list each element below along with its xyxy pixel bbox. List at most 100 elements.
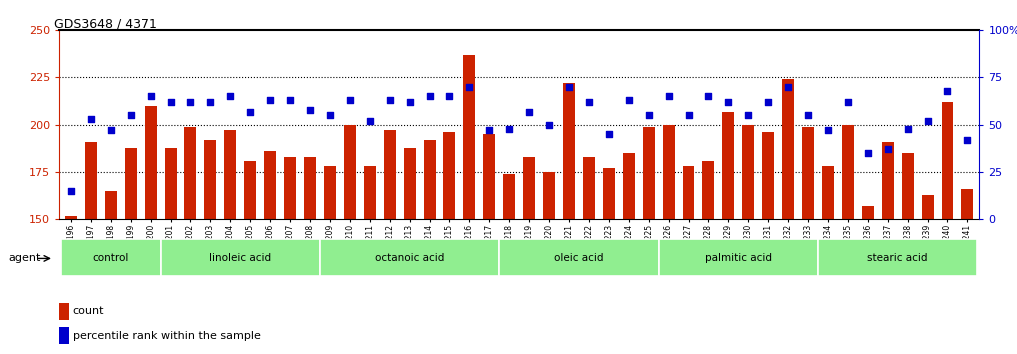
Point [840, 99, 856, 105]
Point [441, 93, 458, 99]
Bar [643, 127, 655, 354]
Point [282, 97, 298, 103]
Point [680, 113, 697, 118]
Point [899, 126, 915, 131]
Bar [663, 125, 674, 354]
Bar [184, 127, 196, 354]
Bar [204, 140, 217, 354]
FancyBboxPatch shape [161, 239, 320, 276]
Point [919, 118, 936, 124]
Point [381, 97, 398, 103]
Point [541, 122, 557, 127]
Point [202, 99, 219, 105]
Bar [921, 195, 934, 354]
Text: count: count [73, 306, 104, 316]
Point [302, 107, 318, 113]
Point [342, 97, 358, 103]
FancyBboxPatch shape [818, 239, 977, 276]
Point [800, 113, 817, 118]
Point [701, 93, 717, 99]
Bar [364, 166, 375, 354]
Bar [563, 83, 575, 354]
Bar [603, 169, 615, 354]
Point [620, 97, 637, 103]
Bar [942, 102, 954, 354]
Point [760, 99, 776, 105]
Bar [762, 132, 774, 354]
Point [103, 128, 119, 133]
Point [780, 84, 796, 90]
FancyBboxPatch shape [659, 239, 818, 276]
Text: linoleic acid: linoleic acid [210, 252, 272, 263]
Bar [882, 142, 894, 354]
Bar [65, 216, 77, 354]
Text: percentile rank within the sample: percentile rank within the sample [73, 331, 260, 341]
Bar [782, 79, 794, 354]
Text: control: control [93, 252, 129, 263]
Text: palmitic acid: palmitic acid [705, 252, 772, 263]
Bar [902, 153, 913, 354]
Bar [59, 327, 69, 344]
Point [501, 126, 518, 131]
Bar [344, 125, 356, 354]
Text: agent: agent [8, 253, 41, 263]
Bar [722, 112, 734, 354]
Bar [583, 157, 595, 354]
Point [262, 97, 279, 103]
Text: octanoic acid: octanoic acid [375, 252, 444, 263]
Bar [125, 148, 136, 354]
Bar [682, 166, 695, 354]
FancyBboxPatch shape [499, 239, 659, 276]
Bar [822, 166, 834, 354]
Bar [861, 206, 874, 354]
Bar [523, 157, 535, 354]
Bar [483, 134, 495, 354]
Point [462, 84, 478, 90]
Point [142, 93, 159, 99]
Bar [264, 151, 277, 354]
Point [163, 99, 179, 105]
FancyBboxPatch shape [61, 239, 161, 276]
Bar [961, 189, 973, 354]
Point [660, 93, 676, 99]
Bar [244, 161, 256, 354]
Point [242, 109, 258, 114]
Point [641, 113, 657, 118]
Point [581, 99, 597, 105]
Bar [543, 172, 555, 354]
Point [182, 99, 198, 105]
Bar [802, 127, 814, 354]
Bar [105, 191, 117, 354]
Bar [225, 131, 236, 354]
Bar [59, 303, 69, 320]
Bar [165, 148, 177, 354]
Bar [423, 140, 435, 354]
FancyBboxPatch shape [320, 239, 499, 276]
Text: stearic acid: stearic acid [868, 252, 928, 263]
Point [321, 113, 338, 118]
Bar [324, 166, 336, 354]
Point [222, 93, 238, 99]
Point [402, 99, 418, 105]
Bar [464, 55, 475, 354]
Bar [144, 106, 157, 354]
Bar [622, 153, 635, 354]
Point [123, 113, 139, 118]
Point [521, 109, 537, 114]
Bar [284, 157, 296, 354]
Text: GDS3648 / 4371: GDS3648 / 4371 [54, 17, 158, 30]
Bar [84, 142, 97, 354]
Point [820, 128, 836, 133]
Point [601, 131, 617, 137]
Point [82, 116, 99, 122]
Point [959, 137, 975, 143]
Bar [443, 132, 456, 354]
Point [740, 113, 757, 118]
Text: oleic acid: oleic acid [554, 252, 604, 263]
Point [560, 84, 577, 90]
Point [880, 147, 896, 152]
Point [940, 88, 956, 93]
Point [421, 93, 437, 99]
Point [859, 150, 876, 156]
Point [63, 188, 79, 194]
